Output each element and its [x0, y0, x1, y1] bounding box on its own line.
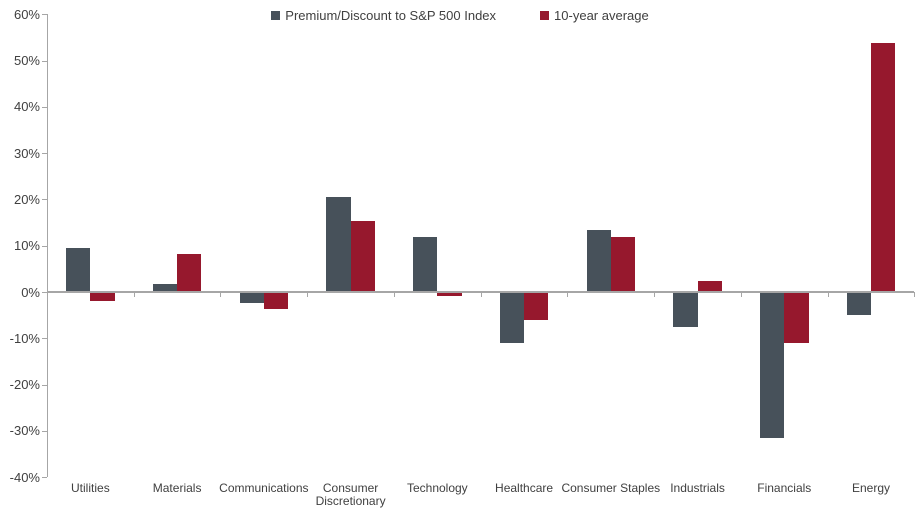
y-axis-tick [42, 338, 47, 340]
bar-10yr-average-utilities [90, 292, 115, 301]
x-axis-tick [740, 292, 742, 297]
bar-10yr-average-materials [177, 254, 202, 292]
bar-10yr-average-communications [263, 292, 289, 310]
y-tick-label: -20% [9, 377, 40, 393]
legend-swatch-10yr-average [540, 11, 550, 20]
legend-swatch-premium-discount [271, 11, 281, 20]
bar-premium-discount-healthcare [499, 292, 525, 344]
category-label-technology: Technology [406, 481, 468, 495]
x-axis-tick [47, 292, 48, 297]
bar-premium-discount-energy [846, 292, 872, 316]
bar-premium-discount-technology [413, 237, 438, 292]
bar-10yr-average-financials [784, 292, 809, 343]
x-axis-tick [567, 292, 569, 297]
y-tick-label: 50% [13, 53, 40, 68]
bar-premium-discount-industrials [673, 292, 698, 328]
bar-10yr-average-healthcare [524, 292, 549, 320]
category-label-communications: Communications [219, 481, 309, 495]
y-axis-tick [42, 477, 47, 479]
y-tick-label: -10% [9, 330, 40, 346]
bar-premium-discount-financials [759, 292, 785, 438]
y-tick-label: 0% [21, 284, 40, 300]
y-axis-tick [42, 14, 47, 16]
bar-10yr-average-consumer-staples [610, 236, 636, 292]
y-tick-label: 20% [13, 191, 40, 207]
bar-premium-discount-communications [239, 292, 264, 304]
y-axis-tick [42, 106, 47, 108]
bar-premium-discount-materials [152, 284, 178, 292]
category-label-consumer-staples: Consumer Staples [561, 481, 661, 495]
bar-premium-discount-consumer-staples [586, 230, 611, 292]
y-tick-label: 30% [13, 145, 40, 161]
legend-label-premium-discount: Premium/Discount to S&P 500 Index [285, 8, 497, 23]
y-axis-tick [42, 199, 47, 201]
bar-10yr-average-energy [871, 42, 896, 292]
bar-premium-discount-utilities [66, 248, 91, 292]
y-axis-tick [42, 153, 47, 155]
x-axis-tick [220, 292, 222, 297]
y-tick-label: 40% [13, 99, 40, 115]
bar-10yr-average-industrials [697, 281, 722, 292]
x-axis-tick [133, 292, 135, 297]
legend-label-10yr-average: 10-year average [554, 8, 649, 23]
category-label-industrials: Industrials [670, 481, 725, 495]
category-label-materials: Materials [152, 481, 202, 495]
y-axis-tick [42, 384, 47, 386]
category-label-energy: Energy [852, 481, 891, 495]
y-axis-tick [42, 60, 47, 62]
category-label-utilities: Utilities [71, 481, 110, 495]
y-tick-label: -40% [9, 469, 40, 485]
y-tick-label: -30% [9, 423, 40, 439]
x-axis-tick [393, 292, 395, 297]
category-label-financials: Financials [757, 481, 812, 495]
category-label-healthcare: Healthcare [495, 481, 554, 495]
y-axis-tick [42, 245, 47, 247]
bar-10yr-average-technology [437, 292, 462, 297]
x-axis-tick [827, 292, 829, 297]
legend-item-10yr-average: 10-year average [540, 8, 649, 23]
category-label-consumer-discretionary: Consumer Discretionary [315, 481, 386, 508]
x-axis-tick [914, 292, 916, 297]
x-axis-tick [307, 292, 309, 297]
x-axis-tick [480, 292, 482, 297]
y-axis-tick [42, 292, 47, 293]
y-axis-line [47, 14, 48, 478]
legend-item-premium-discount: Premium/Discount to S&P 500 Index [271, 8, 496, 23]
x-axis-tick [654, 292, 656, 297]
y-tick-label: 60% [13, 6, 40, 22]
bar-10yr-average-consumer-discretionary [350, 220, 375, 292]
bar-premium-discount-consumer-discretionary [326, 197, 351, 292]
y-tick-label: 10% [13, 238, 40, 254]
chart-legend: Premium/Discount to S&P 500 Index 10-yea… [0, 8, 920, 23]
y-axis-tick [42, 430, 47, 432]
